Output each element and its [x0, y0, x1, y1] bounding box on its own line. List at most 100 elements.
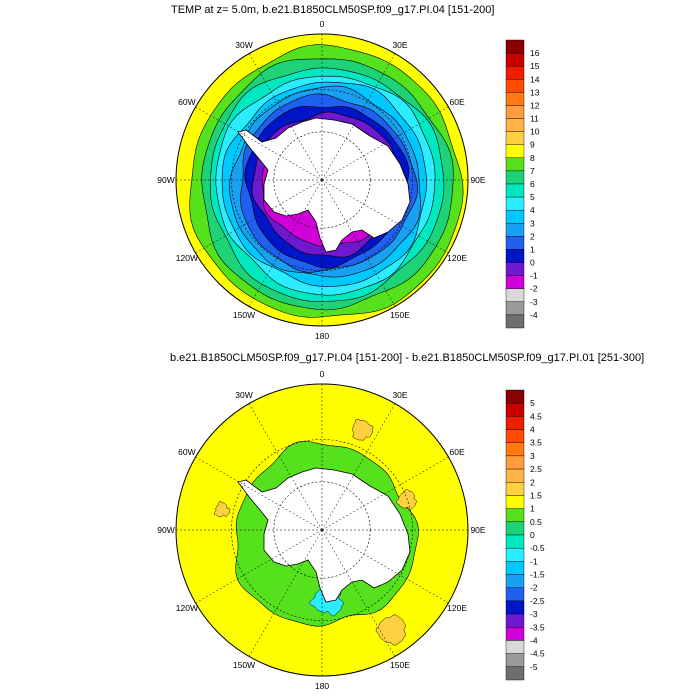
colorbar-label: 15: [530, 61, 540, 71]
colorbar-label: 1: [530, 504, 535, 514]
lon-label: 30W: [235, 40, 252, 50]
region-1.5-2: [213, 501, 231, 518]
meridian: [321, 403, 396, 531]
colorbar-label: 7: [530, 166, 535, 176]
colorbar-swatch: [505, 666, 525, 681]
colorbar-label: 8: [530, 153, 535, 163]
lon-label: 120W: [176, 253, 198, 263]
colorbar-label: 4: [530, 425, 535, 435]
colorbar-swatch: [505, 547, 525, 562]
colorbar-label: 10: [530, 127, 540, 137]
lon-label: 180: [315, 681, 329, 691]
meridian: [248, 529, 323, 657]
lon-label: 90W: [157, 525, 174, 535]
antarctica: [237, 467, 411, 603]
lon-label: 90W: [157, 175, 174, 185]
meridian: [195, 456, 323, 531]
colorbar-label: 2.5: [530, 464, 542, 474]
colorbar-label: -0.5: [530, 543, 545, 553]
colorbar-swatch: [505, 455, 525, 470]
polar-map-1: 0 30E 60E 90E 120E 150E 180 150W 120W 90W 60W 30W: [157, 19, 486, 341]
colorbar-swatch: [505, 468, 525, 483]
colorbar-swatch: [505, 508, 525, 523]
meridian: [321, 456, 449, 531]
colorbar-swatch: [505, 442, 525, 457]
colorbar-swatch: [505, 402, 525, 417]
polar-map-2: 0 30E 60E 90E 120E 150E 180 150W 120W 90W 60W 30W: [157, 369, 486, 691]
lon-label: 0: [320, 19, 325, 29]
lon-label: 150W: [233, 660, 255, 670]
map-2-title: b.e21.B1850CLM50SP.f09_g17.PI.04 [151-20…: [170, 352, 645, 364]
colorbar-swatch: [505, 223, 525, 237]
colorbar-swatch: [505, 314, 525, 329]
colorbar-swatch: [505, 600, 525, 615]
colorbar-label: -1.5: [530, 570, 545, 580]
colorbar-label: -2.5: [530, 596, 545, 606]
colorbar-swatch: [505, 65, 525, 80]
colorbar-label: 13: [530, 87, 540, 97]
map-1-title: TEMP at z= 5.0m, b.e21.B1850CLM50SP.f09_…: [171, 4, 495, 16]
lon-label: 30E: [392, 40, 407, 50]
meridian: [195, 179, 323, 254]
colorbar-label: 1: [530, 244, 535, 254]
colorbar-swatch: [505, 275, 525, 289]
colorbar-label: 4: [530, 205, 535, 215]
colorbar-swatch: [505, 236, 525, 250]
colorbar-label: 0: [530, 258, 535, 268]
colorbar-swatch: [505, 288, 525, 303]
colorbar-swatch: [505, 389, 525, 404]
colorbar-label: 0: [530, 530, 535, 540]
colorbar-swatch: [505, 183, 525, 198]
meridian: [195, 106, 323, 181]
meridian: [321, 529, 396, 657]
lon-label: 30W: [235, 390, 252, 400]
colorbar-label: 2: [530, 477, 535, 487]
lon-label: 60E: [450, 447, 465, 457]
lon-label: 60W: [178, 447, 195, 457]
colorbar-label: 12: [530, 100, 540, 110]
meridian: [248, 179, 323, 307]
lon-label: 90E: [470, 175, 485, 185]
colorbar-label: 3: [530, 218, 535, 228]
meridian: [321, 53, 396, 181]
colorbar-label: 14: [530, 74, 540, 84]
lon-label: 60E: [450, 97, 465, 107]
colorbar-swatch: [505, 521, 525, 536]
lon-label: 120W: [176, 603, 198, 613]
region-1.5-2: [352, 419, 374, 441]
lon-label: 120E: [447, 603, 467, 613]
colorbar-swatch: [505, 534, 525, 549]
colorbar-label: 0.5: [530, 517, 542, 527]
map-border: [175, 33, 469, 327]
colorbar-swatch: [505, 561, 525, 575]
lon-label: 0: [320, 369, 325, 379]
colorbar-label: 6: [530, 179, 535, 189]
lon-label: 120E: [447, 253, 467, 263]
colorbar-2: 5 4.5 4 3.5 3 2.5 2 1.5 1 0.5 0 -0.5 -1 -1.5 -2 -2.5 -3 -…: [505, 389, 545, 681]
colorbar-label: -1: [530, 556, 538, 566]
colorbar-label: 4.5: [530, 411, 542, 421]
colorbar-swatch: [505, 196, 525, 211]
colorbar-swatch: [505, 627, 525, 641]
colorbar-swatch: [505, 39, 525, 54]
map-border: [175, 383, 469, 677]
colorbar-label: -4.5: [530, 649, 545, 659]
colorbar-label: -2: [530, 583, 538, 593]
meridian: [248, 53, 323, 181]
lon-label: 150E: [390, 660, 410, 670]
colorbar-swatch: [505, 105, 525, 119]
colorbar-label: 1.5: [530, 490, 542, 500]
colorbar-label: 9: [530, 140, 535, 150]
colorbar-swatch: [505, 131, 525, 145]
colorbar-swatch: [505, 613, 525, 628]
colorbar-label: -1: [530, 271, 538, 281]
colorbar-label: -3.5: [530, 622, 545, 632]
lon-label: 180: [315, 331, 329, 341]
meridian: [321, 179, 396, 307]
colorbar-swatch: [505, 92, 525, 106]
colorbar-swatch: [505, 79, 525, 93]
region-1.5-2: [396, 489, 417, 510]
colorbar-label: 16: [530, 48, 540, 58]
